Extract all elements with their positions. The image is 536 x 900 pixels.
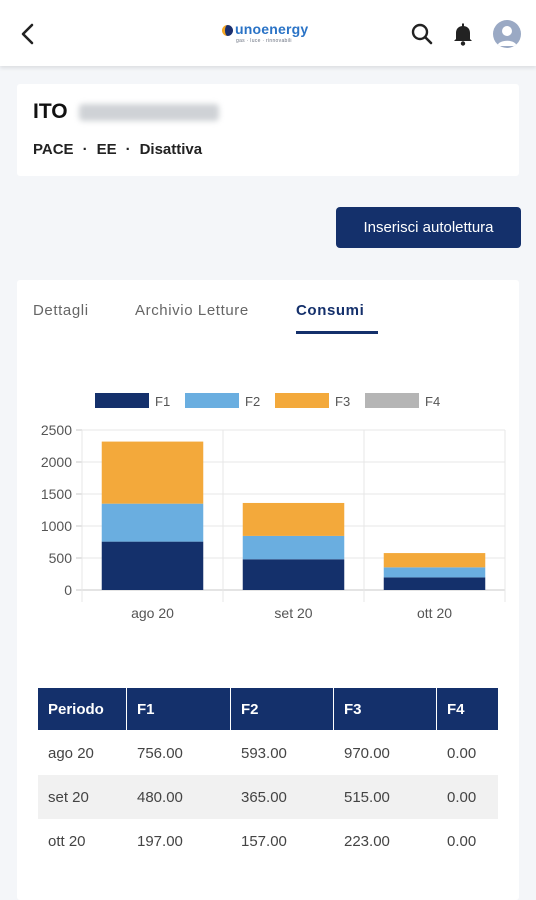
y-tick-label: 2000 (41, 454, 72, 470)
cell-f3: 223.00 (344, 832, 390, 850)
legend-label: F2 (245, 394, 260, 409)
cell-f1: 197.00 (137, 832, 183, 850)
contract-code: ITO (33, 100, 68, 123)
legend-swatch (275, 393, 329, 408)
table-row: set 20 480.00 365.00 515.00 0.00 (38, 775, 498, 819)
legend-label: F3 (335, 394, 350, 409)
cell-f4: 0.00 (447, 832, 477, 850)
legend-label: F4 (425, 394, 440, 409)
consumption-chart: F1 F2 F3 F4 2500 2000 1500 1000 500 0 ago 20 set 20… (41, 393, 506, 621)
tab-readings-archive[interactable]: Archivio Letture (135, 302, 249, 319)
legend-swatch (185, 393, 239, 408)
y-tick-label: 1500 (41, 486, 72, 502)
legend-swatch (95, 393, 149, 408)
bar-segment-f1 (383, 577, 486, 590)
supply-status: Disattiva (139, 141, 203, 158)
table-row: ott 20 197.00 157.00 223.00 0.00 (38, 819, 498, 863)
search-icon[interactable] (409, 21, 435, 47)
x-tick-label: ago 20 (131, 605, 174, 621)
supply-type: EE (96, 141, 117, 158)
notification-bell-icon[interactable] (450, 21, 476, 47)
contract-code-redacted (79, 104, 219, 121)
cell-f3: 970.00 (344, 744, 390, 762)
cell-period: set 20 (48, 788, 89, 806)
back-arrow-icon[interactable] (14, 20, 42, 48)
cell-period: ott 20 (48, 832, 86, 850)
contract-meta: PACE · EE · Disattiva (33, 141, 202, 158)
cell-f1: 480.00 (137, 788, 183, 806)
header-f2: F2 (231, 688, 334, 730)
logo-tagline: gas · luce · rinnovabili (236, 38, 292, 44)
bar-segment-f2 (383, 567, 486, 578)
y-tick-label: 0 (64, 582, 72, 598)
x-tick-label: ott 20 (417, 605, 452, 621)
active-tab-indicator (296, 331, 378, 334)
cell-f1: 756.00 (137, 744, 183, 762)
cell-f2: 365.00 (241, 788, 287, 806)
user-avatar-icon[interactable] (493, 20, 521, 48)
bar-segment-f3 (242, 502, 345, 536)
bar-segment-f1 (101, 541, 204, 590)
supply-name: PACE (33, 141, 74, 158)
insert-reading-button[interactable]: Inserisci autolettura (336, 207, 521, 248)
unoenergy-logo: unoenergy gas · luce · rinnovabili (222, 21, 322, 47)
meta-separator: · (82, 141, 88, 158)
table-header: Periodo F1 F2 F3 F4 (38, 688, 498, 731)
legend-swatch (365, 393, 419, 408)
top-app-bar: unoenergy gas · luce · rinnovabili (0, 0, 536, 66)
contract-card: ITO PACE · EE · Disattiva (17, 84, 519, 176)
tab-consumption[interactable]: Consumi (296, 302, 365, 319)
header-f3: F3 (334, 688, 437, 730)
consumption-card: Dettagli Archivio Letture Consumi F1 F2 F3… (17, 280, 519, 900)
table-row: ago 20 756.00 593.00 970.00 0.00 (38, 731, 498, 775)
consumption-table: Periodo F1 F2 F3 F4 ago 20 756.00 593.00… (38, 688, 498, 863)
bar-segment-f1 (242, 559, 345, 590)
bar-segment-f3 (101, 441, 204, 504)
legend-label: F1 (155, 394, 170, 409)
tab-details[interactable]: Dettagli (33, 302, 89, 319)
header-f1: F1 (127, 688, 231, 730)
logo-mark-icon (222, 25, 233, 36)
cell-f4: 0.00 (447, 744, 477, 762)
y-tick-label: 1000 (41, 518, 72, 534)
cell-period: ago 20 (48, 744, 94, 762)
cell-f2: 157.00 (241, 832, 287, 850)
cell-f2: 593.00 (241, 744, 287, 762)
y-tick-label: 500 (49, 550, 73, 566)
bar-segment-f2 (101, 503, 204, 542)
meta-separator: · (125, 141, 131, 158)
bar-segment-f2 (242, 535, 345, 560)
header-f4: F4 (447, 700, 465, 718)
y-tick-label: 2500 (41, 422, 72, 438)
logo-text: unoenergy (235, 21, 309, 37)
cell-f4: 0.00 (447, 788, 477, 806)
x-tick-label: set 20 (274, 605, 312, 621)
bar-segment-f3 (383, 553, 486, 568)
cell-f3: 515.00 (344, 788, 390, 806)
header-period: Periodo (38, 688, 127, 730)
